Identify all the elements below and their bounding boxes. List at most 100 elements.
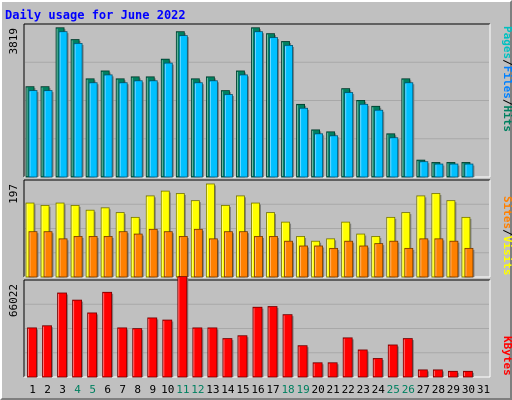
day-label-2: 2 [44,383,51,396]
middle-legend-item: Sites [501,196,512,229]
top-files-bar-24 [374,109,384,178]
day-label-22: 22 [342,383,355,396]
top-files-bar-9 [148,80,158,178]
middle-sites-bar-15 [239,231,248,278]
top-legend-item: Pages [501,26,512,59]
bottom-kbytes-bar-6 [102,291,113,378]
bottom-kbytes-bar-4 [72,299,82,378]
top-files-bar-25 [389,137,399,178]
bottom-kbytes-bar-19 [297,345,308,378]
day-label-6: 6 [104,383,111,396]
top-files-bar-3 [58,31,68,178]
day-label-7: 7 [119,383,126,396]
top-files-bar-19 [299,107,308,178]
bottom-kbytes-bar-18 [282,314,293,378]
top-files-bar-4 [73,43,83,178]
bottom-kbytes-bar-25 [387,344,398,378]
middle-sites-bar-10 [163,231,173,278]
middle-sites-bar-29 [449,240,459,278]
bottom-kbytes-bar-2 [42,325,52,378]
middle-legend-item: / [501,229,512,236]
top-files-bar-14 [224,94,233,178]
middle-sites-bar-1 [28,231,38,278]
bottom-scale-label: 66022 [7,284,20,317]
day-label-18: 18 [281,383,294,396]
middle-sites-bar-4 [73,236,83,278]
day-label-16: 16 [251,383,264,396]
day-label-14: 14 [221,383,235,396]
top-files-bar-22 [344,92,354,178]
middle-sites-bar-25 [389,240,399,278]
middle-scale-label: 197 [7,184,20,204]
middle-sites-bar-13 [208,238,218,278]
middle-sites-bar-3 [58,238,68,278]
day-label-9: 9 [149,383,156,396]
bottom-kbytes-bar-27 [417,369,428,378]
day-label-25: 25 [387,383,400,396]
middle-sites-bar-30 [464,247,474,278]
middle-sites-bar-17 [269,236,278,278]
top-files-bar-28 [434,163,444,178]
middle-sites-bar-22 [344,240,354,278]
bottom-kbytes-bar-28 [432,369,443,378]
bottom-kbytes-bar-24 [372,358,383,378]
middle-sites-bar-7 [118,231,128,278]
bottom-kbytes-bar-29 [448,370,458,378]
middle-legend: Sites/Visits [501,196,512,276]
middle-sites-bar-27 [419,238,429,278]
bottom-kbytes-bar-9 [147,317,158,378]
top-files-bar-13 [208,80,218,178]
bottom-legend: KBytes [501,336,512,376]
top-files-bar-8 [133,80,143,178]
bottom-kbytes-bar-21 [327,362,338,378]
middle-sites-bar-8 [133,233,143,278]
top-legend: Pages/Files/Hits [501,26,512,132]
middle-sites-bar-26 [404,247,414,278]
day-label-11: 11 [176,383,189,396]
top-legend-item: / [501,59,512,66]
top-files-bar-23 [359,103,369,178]
bottom-kbytes-bar-26 [402,338,413,378]
top-files-bar-11 [178,35,188,178]
day-label-15: 15 [236,383,249,396]
day-label-20: 20 [312,383,325,396]
bottom-kbytes-bar-22 [342,337,353,378]
top-files-bar-15 [239,74,248,178]
bottom-kbytes-bar-20 [312,362,323,378]
bottom-kbytes-bar-16 [252,306,263,378]
middle-sites-bar-24 [374,243,384,278]
day-label-12: 12 [191,383,204,396]
day-label-4: 4 [74,383,81,396]
middle-sites-bar-12 [193,228,203,278]
day-label-23: 23 [357,383,370,396]
top-files-bar-12 [193,82,203,178]
day-label-26: 26 [402,383,415,396]
bottom-kbytes-bar-5 [87,312,98,378]
bottom-kbytes-bar-3 [57,292,67,378]
top-files-bar-30 [464,163,474,178]
bottom-kbytes-bar-30 [463,370,473,378]
bottom-kbytes-bar-13 [207,327,218,378]
day-label-29: 29 [447,383,460,396]
top-files-bar-16 [254,31,263,178]
middle-sites-bar-18 [284,240,293,278]
day-label-8: 8 [134,383,141,396]
middle-sites-bar-14 [224,231,233,278]
day-label-24: 24 [372,383,386,396]
bottom-kbytes-bar-15 [237,335,248,378]
top-files-bar-26 [404,82,414,178]
middle-sites-bar-6 [103,236,113,278]
bottom-kbytes-bar-7 [117,327,128,378]
top-files-bar-20 [314,133,324,178]
bottom-kbytes-bar-12 [192,327,203,378]
bottom-kbytes-bar-1 [27,327,37,378]
middle-sites-bar-16 [254,236,263,278]
day-label-5: 5 [89,383,96,396]
day-label-1: 1 [29,383,36,396]
day-label-21: 21 [327,383,340,396]
middle-sites-bar-2 [43,231,53,278]
middle-sites-bar-23 [359,245,369,278]
day-label-31: 31 [477,383,490,396]
top-files-bar-10 [163,62,173,178]
